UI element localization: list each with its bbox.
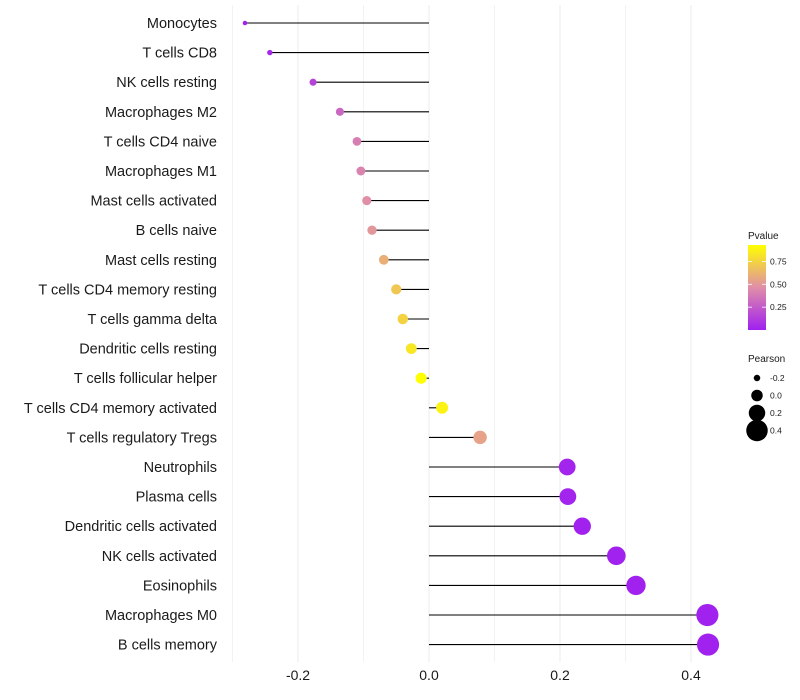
size-legend-label: 0.4	[770, 426, 782, 436]
pvalue-colorbar	[748, 245, 766, 330]
size-legend-dot	[748, 404, 766, 422]
pvalue-legend: Pvalue 0.25 0.50 0.75	[748, 231, 787, 330]
lollipop-point	[405, 343, 417, 355]
x-axis-tick-labels: -0.2 0.0 0.2 0.4	[286, 667, 701, 683]
size-legend-label: -0.2	[770, 373, 785, 383]
y-axis-label: Macrophages M2	[105, 105, 217, 121]
lollipop-points	[242, 20, 720, 656]
y-axis-labels: Monocytes T cells CD8 NK cells resting Macr…	[24, 16, 218, 654]
lollipop-point	[378, 254, 389, 265]
lollipop-point	[573, 517, 591, 535]
x-tick-label: 0.0	[419, 667, 439, 683]
y-axis-label: Monocytes	[147, 16, 217, 32]
size-legend-dot	[753, 374, 761, 382]
x-tick-label: 0.2	[550, 667, 570, 683]
colorbar-tick-label: 0.25	[770, 302, 787, 312]
lollipop-point	[362, 196, 372, 206]
grid-lines	[232, 5, 692, 662]
lollipop-point	[267, 49, 273, 56]
lollipop-point	[391, 284, 402, 295]
lollipop-point	[607, 546, 626, 566]
lollipop-point	[242, 20, 248, 26]
y-axis-label: Macrophages M1	[105, 164, 217, 180]
lollipop-point	[696, 633, 720, 656]
y-axis-label: Eosinophils	[143, 578, 217, 594]
size-legend-label: 0.2	[770, 408, 782, 418]
y-axis-label: B cells memory	[118, 638, 218, 654]
size-legend-dot	[751, 389, 763, 402]
lollipop-point	[696, 603, 719, 627]
pearson-legend: Pearson -0.2 0.0 0.2 0.4	[746, 354, 785, 442]
y-axis-label: T cells regulatory Tregs	[67, 430, 217, 446]
y-axis-label: Dendritic cells activated	[65, 519, 217, 535]
y-axis-label: T cells CD4 memory activated	[24, 401, 217, 417]
pvalue-legend-title: Pvalue	[748, 231, 779, 242]
y-axis-label: Mast cells activated	[90, 194, 217, 210]
lollipop-point	[356, 166, 366, 176]
lollipop-point	[352, 137, 362, 146]
y-axis-label: T cells CD4 memory resting	[38, 282, 217, 298]
lollipop-point	[335, 107, 344, 116]
colorbar-tick-label: 0.50	[770, 279, 787, 289]
y-axis-label: T cells gamma delta	[88, 312, 218, 328]
lollipop-point	[473, 430, 487, 445]
lollipop-point	[559, 488, 577, 505]
x-tick-label: -0.2	[286, 667, 310, 683]
pearson-legend-title: Pearson	[748, 354, 785, 365]
lollipop-point	[626, 575, 646, 596]
y-axis-label: Dendritic cells resting	[79, 342, 217, 358]
size-legend-dot	[746, 419, 768, 442]
y-axis-label: NK cells resting	[116, 75, 217, 91]
y-axis-label: B cells naive	[136, 223, 217, 239]
lollipop-point	[558, 458, 576, 476]
lollipop-stems	[244, 22, 709, 646]
y-axis-label: Mast cells resting	[105, 253, 217, 269]
lollipop-point	[415, 372, 427, 384]
y-axis-label: T cells CD8	[142, 46, 217, 62]
lollipop-point	[309, 78, 317, 86]
lollipop-point	[397, 313, 409, 325]
y-axis-label: T cells CD4 naive	[104, 134, 217, 150]
y-axis-label: Plasma cells	[136, 490, 217, 506]
lollipop-point	[436, 401, 449, 414]
x-tick-label: 0.4	[681, 667, 701, 683]
colorbar-tick-label: 0.75	[770, 256, 787, 266]
y-axis-label: Neutrophils	[144, 460, 217, 476]
y-axis-label: Macrophages M0	[105, 608, 217, 624]
lollipop-point	[367, 225, 377, 235]
y-axis-label: T cells follicular helper	[74, 371, 217, 387]
size-legend-label: 0.0	[770, 391, 782, 401]
y-axis-label: NK cells activated	[102, 549, 217, 565]
